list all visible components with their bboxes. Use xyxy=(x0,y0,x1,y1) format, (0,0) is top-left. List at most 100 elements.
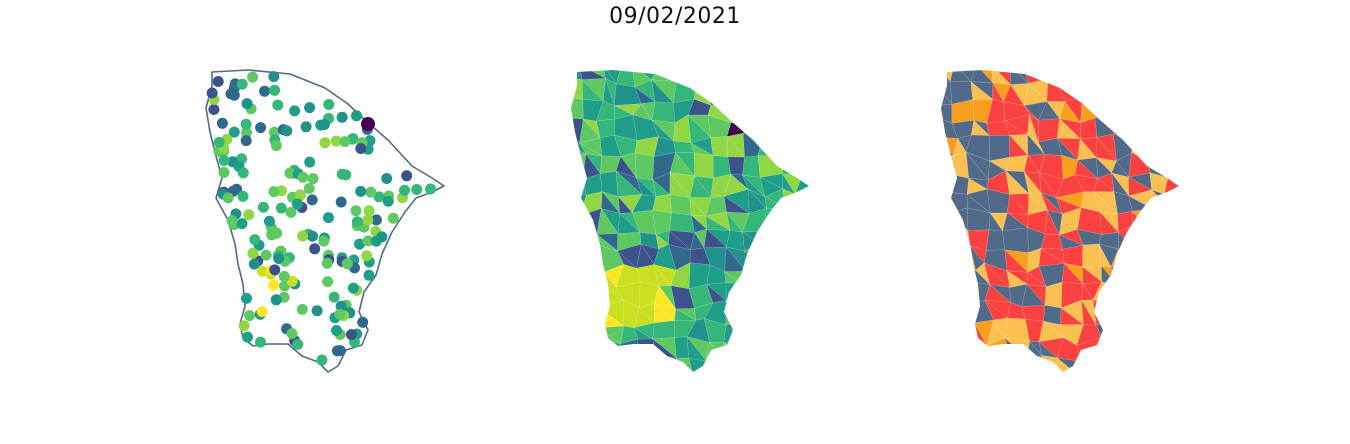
municipality-region xyxy=(601,191,621,214)
municipality-region xyxy=(1111,302,1135,325)
municipality-region xyxy=(1061,263,1084,285)
municipality-region xyxy=(785,207,804,229)
municipality-region xyxy=(779,140,802,157)
municipality-region xyxy=(949,287,976,304)
municipality-region xyxy=(1022,357,1041,372)
municipality-region xyxy=(1059,234,1084,250)
municipality-region xyxy=(1038,321,1065,342)
municipality-region xyxy=(1129,281,1156,309)
municipality-region xyxy=(956,362,971,372)
municipality-point xyxy=(242,331,253,343)
municipality-point xyxy=(381,173,393,184)
municipality-region xyxy=(781,97,804,125)
municipality-region xyxy=(764,70,783,87)
municipality-point xyxy=(362,214,374,226)
municipality-region xyxy=(742,324,760,339)
municipality-point xyxy=(236,218,248,230)
municipality-region xyxy=(652,337,677,359)
municipality-region xyxy=(1113,321,1135,343)
municipality-point xyxy=(323,212,334,224)
municipality-point xyxy=(363,269,375,281)
municipality-point xyxy=(270,294,282,306)
municipality-region xyxy=(779,77,804,98)
municipality-region xyxy=(795,193,809,212)
municipality-region xyxy=(1092,299,1114,326)
municipality-region xyxy=(984,284,1011,303)
municipality-point xyxy=(387,212,399,224)
municipality-point xyxy=(272,99,284,111)
municipality-region xyxy=(778,227,804,254)
municipality-region xyxy=(948,207,969,232)
municipality-region xyxy=(1027,193,1048,215)
municipality-point xyxy=(361,250,373,262)
municipality-point xyxy=(335,196,347,208)
municipality-region xyxy=(1082,243,1102,267)
municipality-region xyxy=(795,175,809,195)
municipality-region xyxy=(1167,225,1179,254)
municipality-region xyxy=(1098,70,1119,85)
municipality-region xyxy=(990,355,1008,372)
municipality-region xyxy=(742,155,761,178)
municipality-region xyxy=(1028,192,1048,211)
municipality-region xyxy=(1129,103,1150,122)
municipality-region xyxy=(587,307,599,329)
municipality-point xyxy=(268,186,280,198)
municipality-region xyxy=(757,308,784,321)
municipality-region xyxy=(571,77,583,100)
municipality-region xyxy=(1147,248,1173,270)
municipality-point xyxy=(286,275,298,287)
municipality-region xyxy=(1039,355,1059,372)
municipality-point xyxy=(269,264,281,276)
municipality-region xyxy=(779,86,804,101)
municipality-point xyxy=(351,216,363,228)
municipality-region xyxy=(1093,355,1119,372)
municipality-region xyxy=(1113,321,1132,343)
municipality-region xyxy=(747,355,762,372)
municipality-region xyxy=(795,302,809,327)
municipality-region xyxy=(757,269,783,288)
municipality-point xyxy=(297,171,309,183)
municipality-region xyxy=(671,70,697,82)
municipality-region xyxy=(571,70,583,80)
municipality-region xyxy=(1118,232,1138,251)
municipality-point xyxy=(275,202,287,214)
municipality-region xyxy=(668,230,691,251)
municipality-region xyxy=(704,81,730,104)
municipality-region xyxy=(1056,137,1081,161)
municipality-region xyxy=(725,80,749,104)
municipality-region xyxy=(571,282,588,308)
municipality-region xyxy=(802,97,809,118)
municipality-region xyxy=(793,265,809,288)
municipality-region xyxy=(1133,281,1156,309)
municipality-region xyxy=(651,101,676,123)
municipality-region xyxy=(1111,355,1135,372)
municipality-point xyxy=(237,167,249,179)
municipality-region xyxy=(965,151,990,181)
municipality-region xyxy=(758,337,784,365)
municipality-region xyxy=(1116,336,1131,366)
municipality-region xyxy=(1115,96,1137,122)
municipality-region xyxy=(723,342,749,364)
municipality-region xyxy=(1150,136,1171,153)
municipality-point xyxy=(306,194,318,206)
municipality-region xyxy=(763,231,786,253)
municipality-region xyxy=(760,231,786,253)
municipality-region xyxy=(586,282,600,308)
municipality-point xyxy=(263,215,275,227)
municipality-point xyxy=(226,215,238,227)
municipality-region xyxy=(1149,101,1169,117)
municipality-point xyxy=(321,257,333,269)
municipality-region xyxy=(1038,101,1060,121)
municipality-region xyxy=(956,364,971,372)
municipality-point xyxy=(228,126,240,138)
municipality-region xyxy=(1093,178,1115,192)
municipality-region xyxy=(741,283,759,310)
municipality-point xyxy=(318,119,330,130)
municipality-region xyxy=(1170,209,1179,234)
municipality-region xyxy=(1096,136,1117,162)
municipality-region xyxy=(759,173,783,189)
municipality-region xyxy=(1133,262,1154,286)
municipality-region xyxy=(1172,262,1179,291)
municipality-region xyxy=(674,308,697,321)
figure-title: 09/02/2021 xyxy=(609,4,741,29)
